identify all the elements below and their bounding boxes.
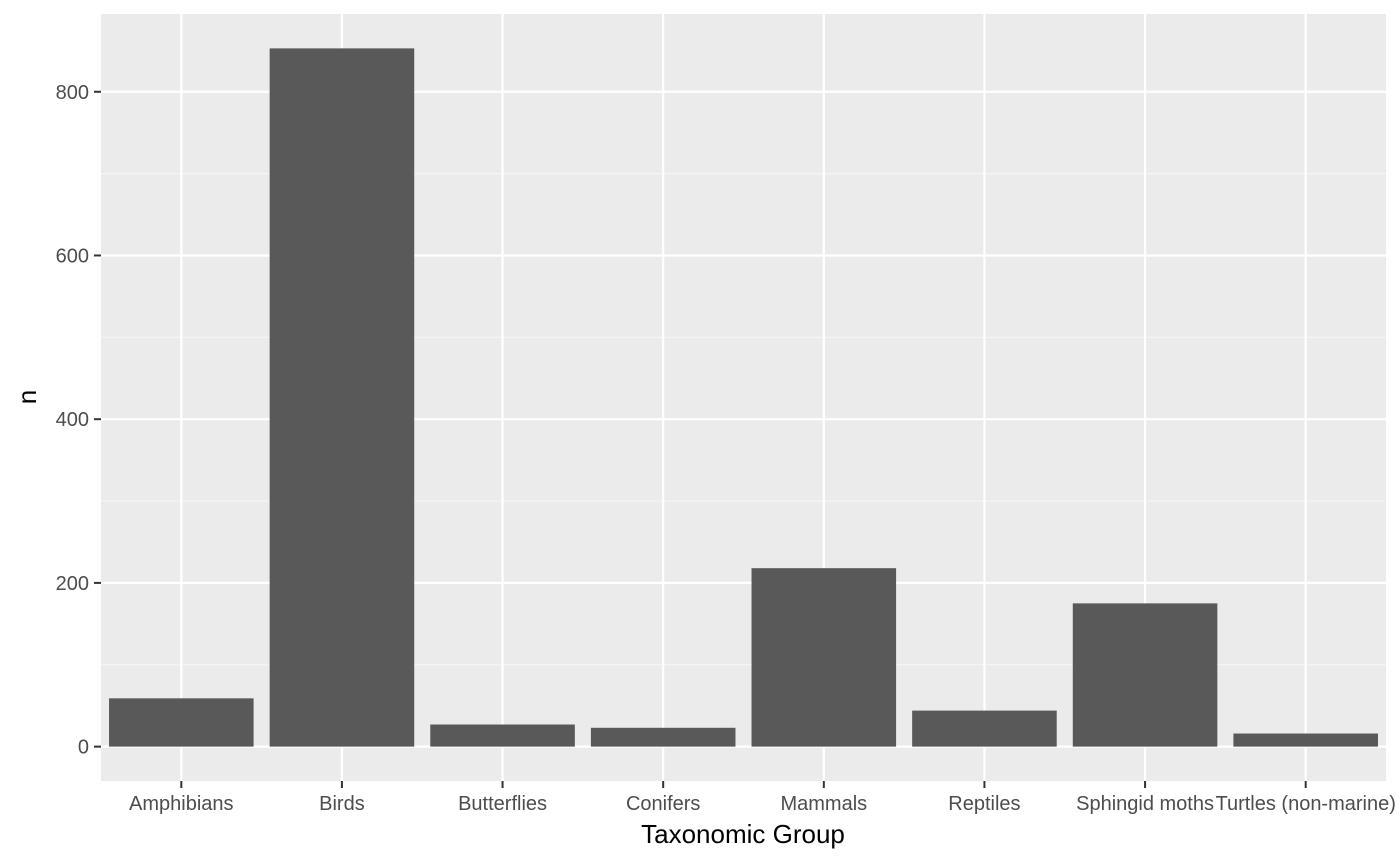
- bar-birds: [269, 48, 415, 747]
- x-tick-label: Mammals: [780, 793, 867, 815]
- bar-mammals: [751, 568, 897, 747]
- bar-sphingid-moths: [1072, 603, 1218, 747]
- y-tick-label: 0: [78, 737, 89, 759]
- x-tick-label: Reptiles: [948, 793, 1020, 815]
- bar-conifers: [590, 727, 736, 747]
- x-tick-label: Sphingid moths: [1076, 793, 1214, 815]
- y-axis-title: n: [12, 390, 42, 404]
- y-tick-label: 400: [56, 409, 89, 431]
- x-tick-label: Conifers: [626, 793, 700, 815]
- bar-reptiles: [912, 710, 1057, 747]
- bar-butterflies: [430, 724, 575, 747]
- bar-amphibians: [109, 698, 254, 747]
- x-tick-label: Amphibians: [129, 793, 234, 815]
- y-tick-label: 200: [56, 573, 89, 595]
- x-axis: Amphibians Birds Butterflies Conifers Mammal…: [129, 781, 1396, 815]
- x-tick-label: Turtles (non-marine): [1215, 793, 1395, 815]
- x-tick-label: Butterflies: [458, 793, 547, 815]
- x-tick-label: Birds: [319, 793, 365, 815]
- y-tick-label: 800: [56, 82, 89, 104]
- bar-turtles-non-marine: [1233, 733, 1378, 747]
- x-axis-title: Taxonomic Group: [641, 819, 845, 849]
- bars-group: [109, 48, 1378, 747]
- y-tick-label: 600: [56, 245, 89, 267]
- y-axis: 0 200 400 600 800: [56, 82, 101, 759]
